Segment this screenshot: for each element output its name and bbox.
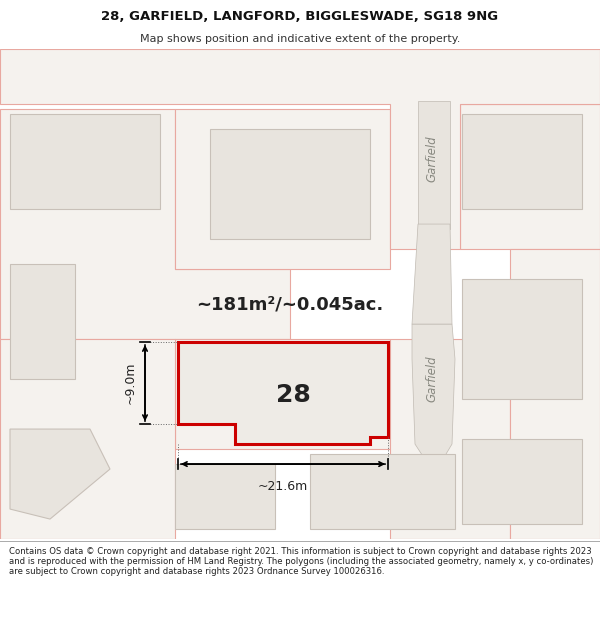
Polygon shape bbox=[175, 339, 390, 449]
Text: Map shows position and indicative extent of the property.: Map shows position and indicative extent… bbox=[140, 34, 460, 44]
Polygon shape bbox=[418, 101, 450, 229]
Polygon shape bbox=[510, 249, 600, 539]
Polygon shape bbox=[178, 342, 388, 444]
Polygon shape bbox=[175, 109, 390, 269]
Bar bbox=[462, 279, 582, 399]
Text: ~21.6m: ~21.6m bbox=[258, 480, 308, 493]
Bar bbox=[210, 129, 370, 239]
Text: 28, GARFIELD, LANGFORD, BIGGLESWADE, SG18 9NG: 28, GARFIELD, LANGFORD, BIGGLESWADE, SG1… bbox=[101, 11, 499, 24]
Polygon shape bbox=[412, 324, 455, 464]
Text: Garfield: Garfield bbox=[425, 136, 439, 182]
Polygon shape bbox=[0, 109, 290, 339]
Polygon shape bbox=[10, 429, 110, 519]
Polygon shape bbox=[412, 224, 452, 324]
Text: ~181m²/~0.045ac.: ~181m²/~0.045ac. bbox=[196, 295, 383, 313]
Polygon shape bbox=[0, 339, 175, 539]
Bar bbox=[10, 264, 75, 379]
Text: ~9.0m: ~9.0m bbox=[124, 362, 137, 404]
Polygon shape bbox=[390, 339, 510, 539]
Text: 28: 28 bbox=[275, 382, 310, 406]
Bar bbox=[10, 114, 160, 209]
Polygon shape bbox=[0, 49, 600, 249]
Text: Garfield: Garfield bbox=[425, 356, 439, 402]
Bar bbox=[310, 454, 455, 529]
Text: Contains OS data © Crown copyright and database right 2021. This information is : Contains OS data © Crown copyright and d… bbox=[9, 546, 593, 576]
Bar bbox=[462, 114, 582, 209]
Bar bbox=[462, 439, 582, 524]
Polygon shape bbox=[460, 104, 600, 249]
Bar bbox=[175, 464, 275, 529]
